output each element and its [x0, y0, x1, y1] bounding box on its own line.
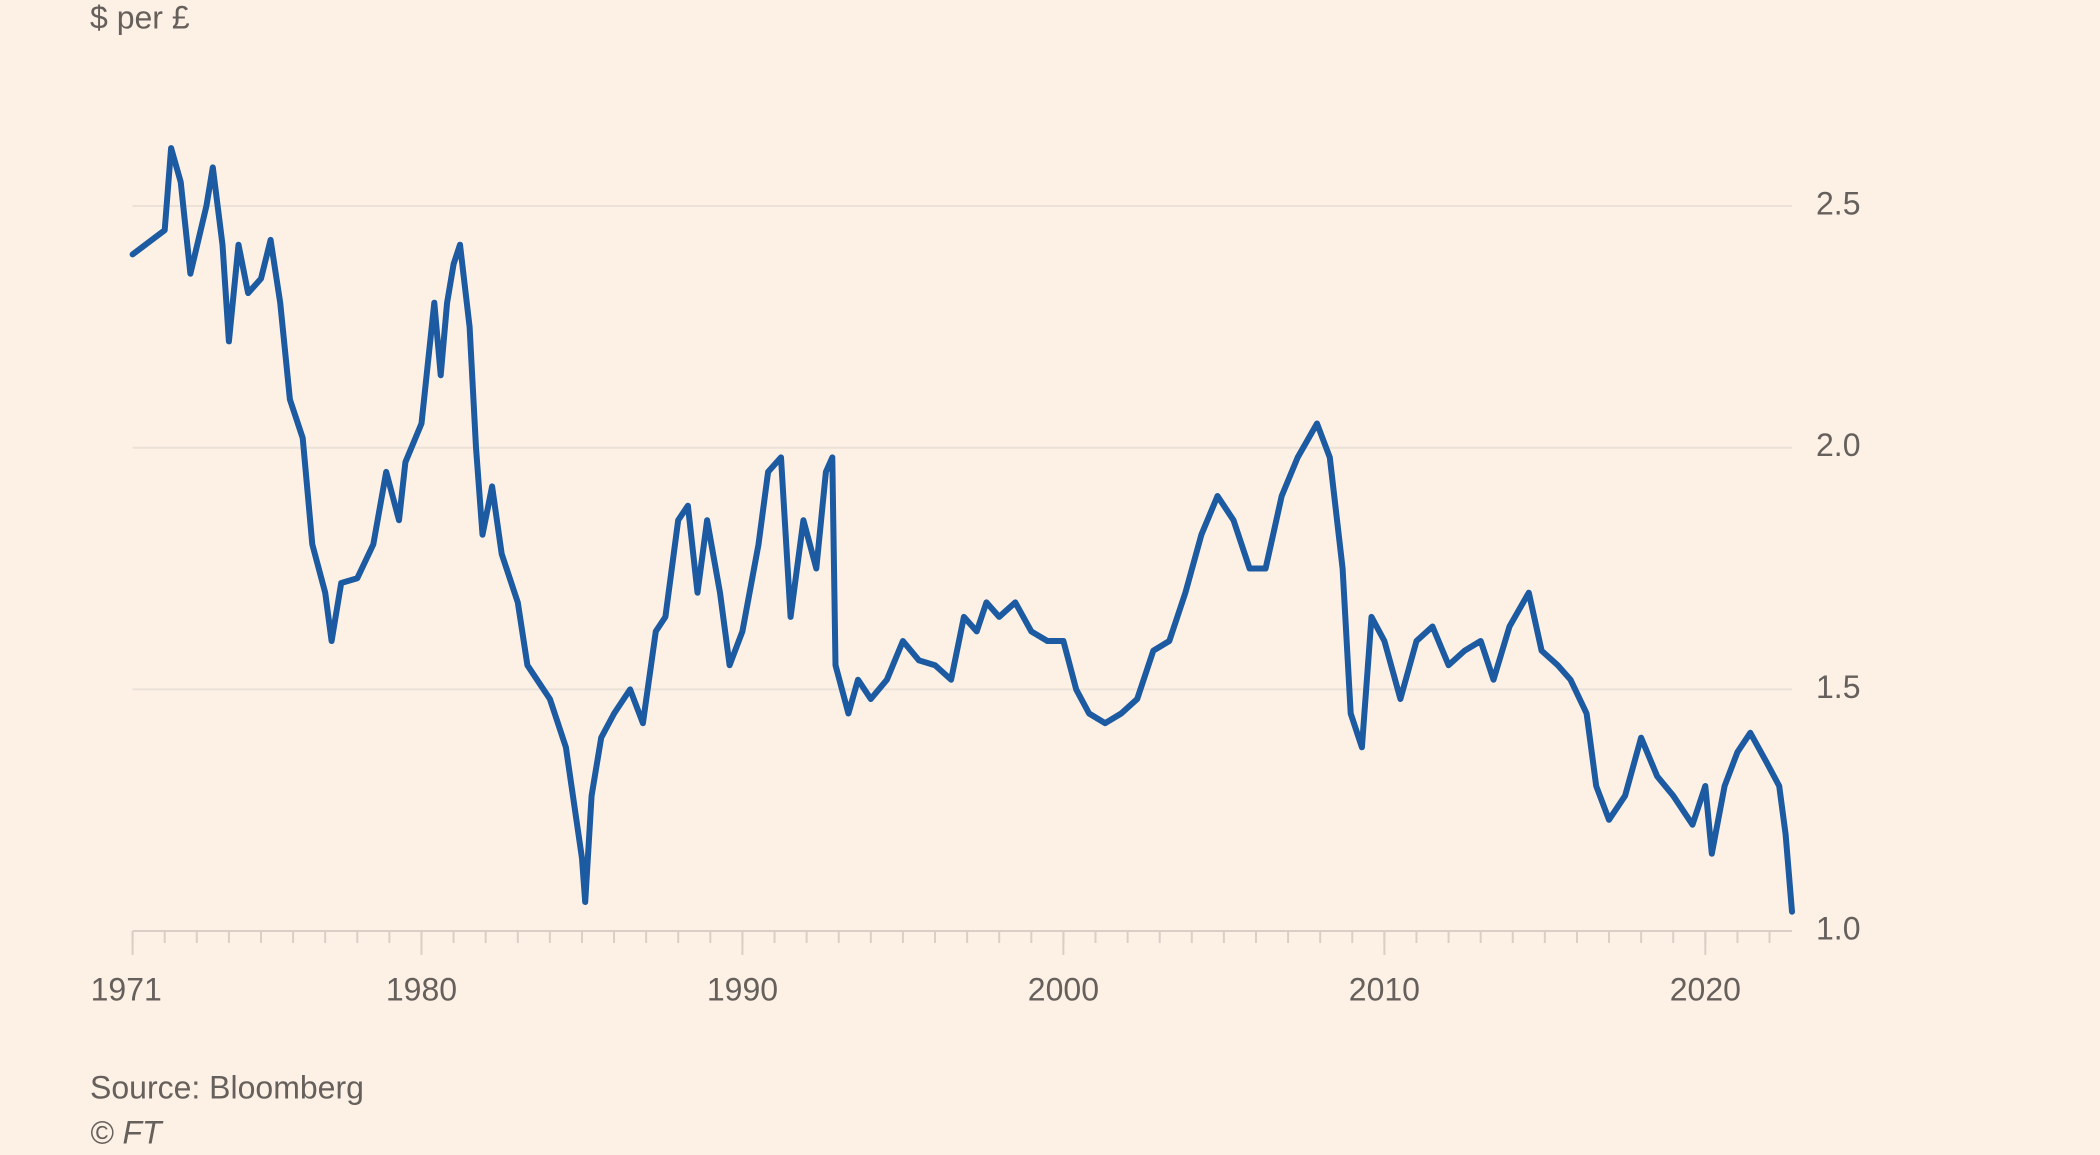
- y-tick-label: 2.0: [1816, 427, 1860, 463]
- copyright: © FT: [90, 1114, 164, 1150]
- source-note: Source: Bloomberg: [90, 1069, 364, 1105]
- data-line: [129, 145, 1795, 915]
- y-tick-label: 2.5: [1816, 186, 1860, 222]
- x-tick-label: 1980: [386, 971, 457, 1007]
- chart-subtitle: $ per £: [90, 0, 190, 35]
- x-tick-label: 2010: [1349, 971, 1420, 1007]
- y-tick-label: 1.0: [1816, 910, 1860, 946]
- x-tick-label: 2020: [1670, 971, 1741, 1007]
- y-tick-label: 1.5: [1816, 669, 1860, 705]
- x-tick-label: 2000: [1028, 971, 1099, 1007]
- x-tick-label: 1971: [91, 971, 162, 1007]
- x-tick-label: 1990: [707, 971, 778, 1007]
